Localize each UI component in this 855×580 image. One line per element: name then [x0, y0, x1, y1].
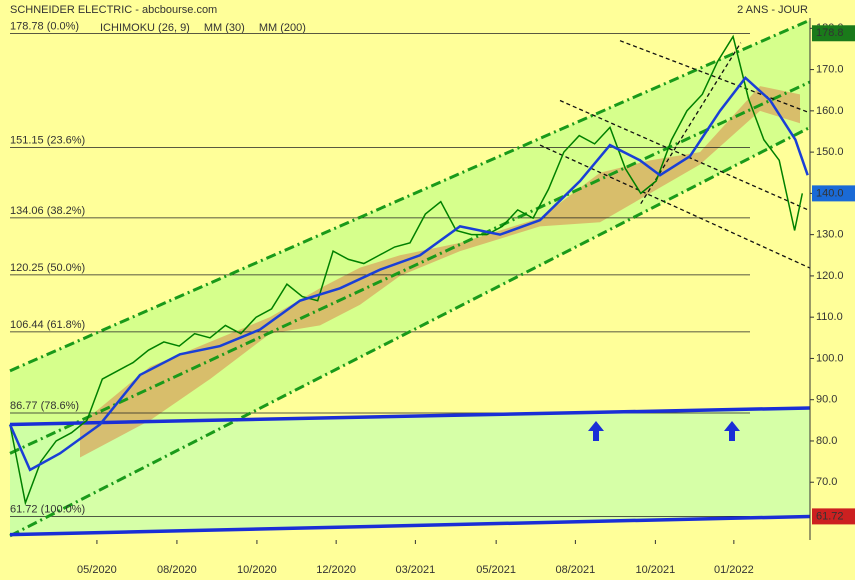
y-tick-label: 120.0: [816, 270, 844, 282]
x-tick-label: 08/2021: [556, 564, 596, 576]
x-tick-label: 08/2020: [157, 564, 197, 576]
fib-label: 106.44 (61.8%): [10, 319, 85, 331]
plot-area: [8, 18, 811, 538]
channel-fill: [10, 20, 810, 536]
y-tick-label: 100.0: [816, 352, 844, 364]
price-tag-label: 178.8: [816, 27, 844, 39]
channel-line: [9, 18, 811, 373]
price-tag: [812, 185, 855, 202]
fib-label: 86.77 (78.6%): [10, 400, 79, 412]
y-tick-label: 130.0: [816, 229, 844, 241]
arrow-up: [724, 421, 740, 441]
y-tick-label: 110.0: [816, 311, 843, 323]
y-tick-label: 170.0: [816, 63, 844, 75]
y-tick-label: 90.0: [816, 394, 837, 406]
fib-label: 134.06 (38.2%): [10, 205, 85, 217]
y-tick-label: 70.0: [816, 476, 837, 488]
x-tick-label: 05/2020: [77, 564, 117, 576]
fib-label: 120.25 (50.0%): [10, 262, 85, 274]
trend-line: [619, 40, 811, 114]
x-tick-label: 10/2020: [237, 564, 277, 576]
channel-line: [9, 126, 811, 538]
x-tick-label: 03/2021: [396, 564, 436, 576]
arrow-up: [588, 421, 604, 441]
support-line: [9, 406, 811, 427]
y-tick-label: 80.0: [816, 435, 837, 447]
chart-subtitle: 2 ANS - JOUR: [737, 4, 808, 16]
trend-line: [539, 144, 811, 269]
legend-item: MM (30): [204, 22, 245, 34]
price-tag: [812, 25, 855, 42]
trend-line: [559, 99, 811, 212]
y-tick-label: 160.0: [816, 105, 844, 117]
x-tick-label: 01/2022: [714, 564, 754, 576]
price-tag-label: 61.72: [816, 510, 844, 522]
channel-line: [9, 80, 811, 455]
price-tag: [812, 508, 855, 525]
x-tick-label: 05/2021: [476, 564, 516, 576]
ichimoku-cloud: [80, 86, 800, 458]
fib-label: 178.78 (0.0%): [10, 20, 79, 32]
x-tick-label: 12/2020: [316, 564, 356, 576]
chart-title: SCHNEIDER ELECTRIC - abcbourse.com: [10, 4, 217, 16]
fib-label: 151.15 (23.6%): [10, 134, 85, 146]
series-line: [9, 34, 804, 506]
price-tag-label: 140.0: [816, 187, 844, 199]
y-tick-label: 150.0: [816, 146, 844, 158]
fib-label: 61.72 (100.0%): [10, 503, 85, 515]
x-tick-label: 10/2021: [636, 564, 676, 576]
series-line: [8, 75, 809, 472]
support-line: [9, 514, 811, 537]
support-fill: [10, 407, 810, 535]
legend-item: MM (200): [259, 22, 306, 34]
legend-item: ICHIMOKU (26, 9): [100, 22, 190, 34]
